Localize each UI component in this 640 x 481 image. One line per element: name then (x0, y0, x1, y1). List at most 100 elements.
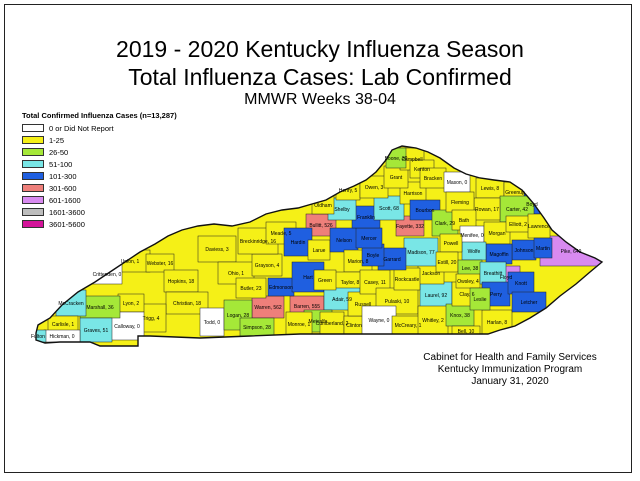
county-label: Warren, 562 (254, 305, 282, 311)
county-label: Knott (515, 281, 527, 287)
county-region (403, 237, 439, 267)
legend-item: 1601-3600 (22, 206, 177, 218)
county-label: Rowan, 17 (475, 207, 499, 213)
county-label: Grant (390, 175, 403, 181)
county-label: Knox, 38 (450, 313, 470, 319)
county-label: Wolfe (468, 249, 481, 255)
county-label: Madison, 77 (407, 250, 434, 256)
county-label: Campbell (401, 157, 422, 163)
map-date-range: MMWR Weeks 38-04 (244, 91, 396, 108)
county-label: Breckinridge, 16 (240, 239, 276, 245)
county-label: Letcher (521, 300, 538, 306)
legend-swatch (22, 208, 44, 216)
county-label: Breathitt (484, 271, 503, 277)
legend-label: 51-100 (49, 159, 73, 169)
county-region (165, 291, 209, 315)
county-region (313, 269, 337, 291)
county-label: Fulton (31, 334, 45, 340)
county-label: Christian, 18 (173, 301, 201, 307)
county-label: Elliott, 2 (509, 222, 527, 228)
legend-label: 3601-5600 (49, 219, 85, 229)
county-region (373, 195, 405, 221)
county-label: McCreary, 1 (395, 323, 422, 329)
county-region (283, 227, 313, 257)
county-label: Monroe, 1 (288, 322, 311, 328)
county-label: Whitley, 2 (422, 318, 444, 324)
county-label: Meade, 5 (271, 231, 292, 237)
county-label: Garrard (383, 257, 400, 263)
county-region (511, 291, 547, 313)
county-label: Todd, 0 (204, 320, 221, 326)
county-label: Henry, 5 (339, 188, 358, 194)
county-region (199, 307, 225, 337)
county-labels: Pike, 649 Warren, 562 Barren, 555 Bullitt, … (31, 156, 582, 340)
county-label: Trigg, 4 (143, 316, 160, 322)
county-label: Bath (459, 218, 470, 224)
legend-label: 0 or Did Not Report (49, 123, 114, 133)
county-region (197, 235, 237, 263)
county-label: Union, 1 (121, 259, 140, 265)
county-label: Clay, 6 (459, 292, 474, 298)
legend-swatch (22, 184, 44, 192)
county-label: Morgan (489, 231, 506, 237)
county-region (393, 267, 421, 291)
county-region (469, 287, 491, 311)
county-label: Harrison (404, 191, 423, 197)
county-label: Owen, 3 (365, 185, 384, 191)
county-label: Bell, 10 (458, 329, 475, 335)
county-label: Simpson, 28 (243, 325, 271, 331)
county-label: Carter, 42 (506, 207, 528, 213)
legend-item: 26-50 (22, 146, 177, 158)
county-label: Crittenden, 0 (93, 272, 122, 278)
credit-agency: Cabinet for Health and Family Services (423, 352, 597, 363)
county-label: Daviess, 3 (205, 247, 229, 253)
credits: Cabinet for Health and Family Services K… (405, 352, 615, 388)
county-region (235, 277, 267, 299)
county-label: Oldham (314, 203, 332, 209)
county-label: Bourbon (416, 208, 435, 214)
legend-item: 301-600 (22, 182, 177, 194)
legend-swatch (22, 172, 44, 180)
county-label: Logan, 28 (227, 313, 249, 319)
legend-swatch (22, 160, 44, 168)
county-label: Bracken (424, 176, 443, 182)
legend-item: 1-25 (22, 134, 177, 146)
county-label: Larue (313, 248, 326, 254)
kentucky-outline (35, 145, 604, 347)
county-label: Adair, 59 (332, 297, 352, 303)
legend-label: 301-600 (49, 183, 77, 193)
county-label: Floyd (500, 275, 512, 281)
county-label: Magoffin (489, 252, 508, 258)
legend-swatch (22, 196, 44, 204)
county-label: Clinton (346, 323, 362, 329)
county-label: Marion, 8 (348, 259, 369, 265)
legend-item: 0 or Did Not Report (22, 122, 177, 134)
county-label: Metcalfe (309, 319, 328, 325)
county-region (145, 253, 175, 273)
county-label: Clark, 29 (435, 221, 455, 227)
county-label: Jackson (422, 271, 441, 277)
county-label: Hopkins, 18 (168, 279, 195, 285)
legend-label: 601-1600 (49, 195, 81, 205)
county-label: Russell (355, 302, 371, 308)
county-label: Carlisle, 1 (52, 322, 74, 328)
legend-item: 3601-5600 (22, 218, 177, 230)
county-label: Barren, 555 (294, 304, 320, 310)
county-label: Fayette, 332 (396, 224, 424, 230)
county-label: Lee, 38 (462, 266, 479, 272)
county-label: Boyle (367, 253, 380, 259)
county-label: Lyon, 2 (123, 301, 139, 307)
credit-program: Kentucky Immunization Program (437, 364, 583, 375)
county-region (533, 237, 553, 259)
legend-item: 101-300 (22, 170, 177, 182)
county-label: Mason, 0 (447, 180, 468, 186)
county-label: Laurel, 92 (425, 293, 447, 299)
county-label: Menifee, 0 (460, 233, 484, 239)
county-label: Estill, 20 (438, 260, 457, 266)
county-label: Mercer (361, 236, 377, 242)
legend-label: 101-300 (49, 171, 77, 181)
county-label: Greenup (505, 190, 525, 196)
county-label: Calloway, 0 (114, 324, 140, 330)
county-label: Shelby (334, 207, 350, 213)
legend-label: 26-50 (49, 147, 69, 157)
